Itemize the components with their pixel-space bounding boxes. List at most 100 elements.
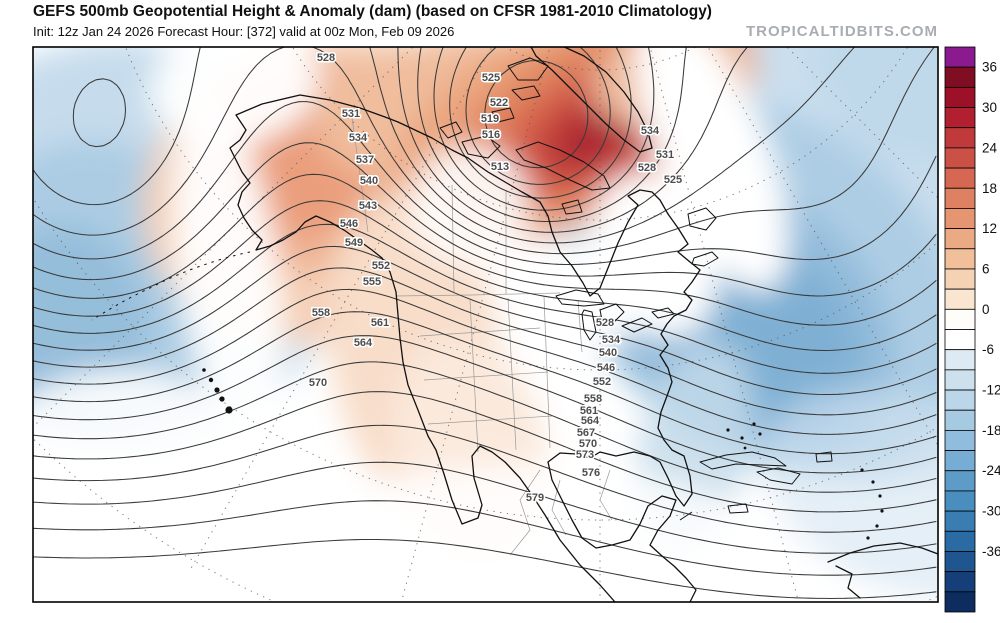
contour-label: 534 — [602, 334, 621, 346]
height-contour-line — [33, 223, 937, 374]
height-contour-line — [33, 47, 935, 255]
contour-label: 552 — [372, 260, 390, 272]
height-contour-line — [33, 200, 937, 352]
yucatan-cuba-channel — [679, 511, 693, 521]
contour-label: 525 — [664, 174, 682, 186]
colorbar-cell — [944, 389, 976, 411]
greenland-coastline — [530, 47, 653, 153]
contour-label: 546 — [340, 218, 358, 230]
contour-label: 567 — [577, 427, 595, 439]
contour-label: 528 — [638, 162, 656, 174]
contour-label: 537 — [356, 154, 374, 166]
height-contour-line — [33, 142, 937, 297]
contour-label: 561 — [580, 405, 598, 417]
colorbar-cell — [944, 66, 976, 88]
contour-label: 531 — [342, 108, 360, 120]
contour-label: 531 — [656, 149, 674, 161]
colorbar-cell — [944, 167, 976, 189]
contour-label: 534 — [641, 125, 660, 137]
contour-label: 534 — [349, 132, 368, 144]
colorbar-cell — [944, 228, 976, 250]
colorbar-cell — [944, 429, 976, 451]
init-valid-line: Init: 12z Jan 24 2026 Forecast Hour: [37… — [33, 24, 454, 39]
great-lakes — [555, 289, 675, 341]
north-america-coastline — [229, 94, 701, 602]
contour-label: 549 — [345, 237, 363, 249]
colorbar-cell — [944, 288, 976, 310]
contour-label: 543 — [359, 200, 377, 212]
height-contour-line — [484, 59, 589, 169]
height-contours — [33, 47, 937, 600]
colorbar-tick-label: -6 — [982, 342, 994, 357]
colorbar-cell — [944, 329, 976, 351]
height-contour-line — [72, 47, 748, 233]
colorbar-cell — [944, 369, 976, 391]
height-contour-line — [465, 47, 611, 185]
colorbar-tick-label: -30 — [982, 504, 1000, 519]
contour-label: 540 — [360, 175, 378, 187]
colorbar-cell — [944, 127, 976, 149]
colorbar-cell — [944, 510, 976, 532]
colorbar-cell — [944, 107, 976, 129]
contour-label: 516 — [482, 129, 500, 141]
height-contour-line — [33, 245, 937, 396]
colorbar-cell — [944, 450, 976, 472]
south-america-coastline — [827, 542, 938, 599]
colorbar-tick-label: 6 — [982, 262, 990, 277]
arctic-islands — [439, 57, 611, 215]
height-contour-line — [33, 461, 937, 554]
height-contour-line — [33, 538, 937, 600]
hawaii-islands — [202, 368, 233, 414]
contour-label: 573 — [576, 449, 594, 461]
height-contour-line — [433, 47, 655, 211]
colorbar-cell — [944, 530, 976, 552]
colorbar-tick-label: 36 — [982, 60, 997, 75]
map-frame — [32, 46, 939, 603]
contour-labels: 5135165195225255285315345375405435465495… — [307, 51, 683, 506]
colorbar: 36 30 24 18 12 6 0 -6 -12 -18 -24 -30 -36 — [944, 46, 1000, 613]
contour-label: 540 — [599, 347, 617, 359]
contour-label: 519 — [481, 113, 499, 125]
colorbar-cell — [944, 46, 976, 68]
contour-label: 564 — [581, 415, 600, 427]
colorbar-cell — [944, 208, 976, 230]
bahamas-islands — [726, 422, 762, 450]
height-contour-line — [449, 47, 632, 199]
height-contour-line — [33, 500, 937, 576]
height-contour-line — [33, 267, 937, 416]
page-title: GEFS 500mb Geopotential Height & Anomaly… — [33, 3, 712, 20]
colorbar-tick-label: 12 — [982, 221, 997, 236]
state-borders — [351, 117, 613, 556]
contour-label: 528 — [596, 317, 614, 329]
colorbar-cell — [944, 187, 976, 209]
contour-label: 564 — [354, 337, 373, 349]
height-contour-line — [33, 173, 937, 326]
height-contour-line — [33, 47, 855, 244]
colorbar-tick-label: 0 — [982, 302, 990, 317]
colorbar-tick-label: 18 — [982, 181, 997, 196]
colorbar-tick-label: -36 — [982, 544, 1000, 559]
contour-label: 522 — [490, 97, 508, 109]
contour-label: 570 — [579, 438, 597, 450]
colorbar-cell — [944, 470, 976, 492]
contour-label: 528 — [317, 52, 335, 64]
colorbar-cell — [944, 591, 976, 613]
colorbar-tick-label: -12 — [982, 383, 1000, 398]
colorbar-cell — [944, 268, 976, 290]
contour-label: 555 — [363, 276, 381, 288]
contour-label: 570 — [309, 377, 327, 389]
colorbar-cell — [944, 308, 976, 330]
contour-label: 576 — [582, 467, 600, 479]
colorbar-cell — [944, 571, 976, 593]
aleutian-islands-arc — [91, 251, 251, 321]
coastlines — [91, 47, 938, 602]
colorbar-cell — [944, 86, 976, 108]
contour-label: 558 — [584, 393, 602, 405]
colorbar-cell — [944, 490, 976, 512]
colorbar-cell — [944, 248, 976, 270]
height-contour-line — [33, 424, 937, 533]
colorbar-tick-label: 30 — [982, 100, 997, 115]
contour-label: 546 — [597, 362, 615, 374]
colorbar-tick-label: -24 — [982, 463, 1000, 478]
